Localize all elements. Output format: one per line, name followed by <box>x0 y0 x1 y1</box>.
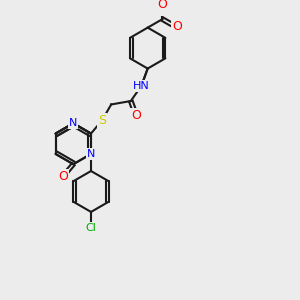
Text: HN: HN <box>133 81 150 91</box>
Text: S: S <box>98 114 106 127</box>
Text: Cl: Cl <box>85 223 96 232</box>
Text: N: N <box>69 118 77 128</box>
Text: O: O <box>131 109 141 122</box>
Text: N: N <box>87 149 95 159</box>
Text: O: O <box>58 170 68 183</box>
Text: O: O <box>172 20 182 33</box>
Text: O: O <box>158 0 167 11</box>
